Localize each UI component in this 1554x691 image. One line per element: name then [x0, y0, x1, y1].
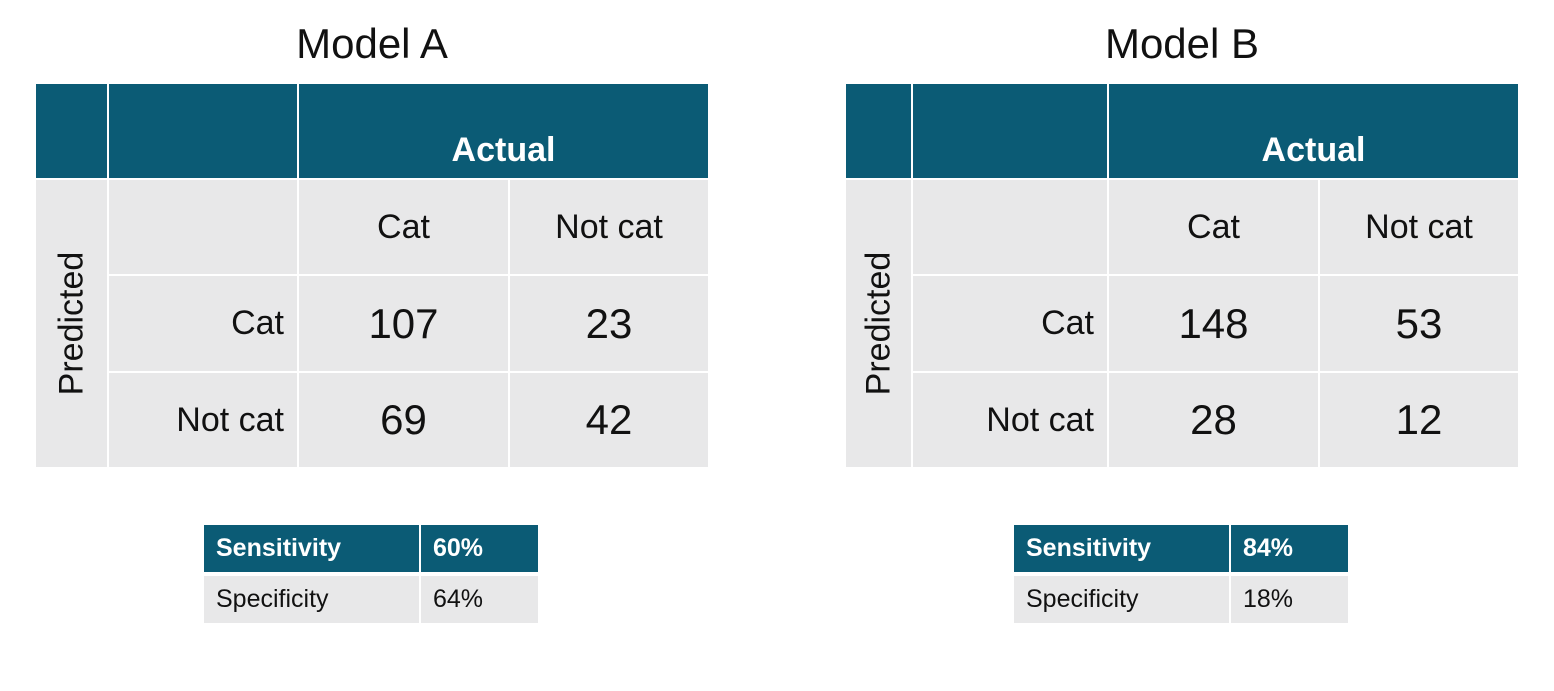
- column-label-cat: Cat: [1109, 180, 1318, 274]
- predicted-label: Predicted: [36, 180, 107, 467]
- model-a-metrics-table: Sensitivity 60% Specificity 64%: [204, 525, 538, 623]
- cell-value: 42: [510, 373, 708, 467]
- metric-value: 84%: [1231, 525, 1348, 572]
- cell-value: 69: [299, 373, 508, 467]
- cell-value: 53: [1320, 276, 1518, 371]
- metric-value: 60%: [421, 525, 538, 572]
- blank-cell: [913, 180, 1107, 274]
- column-label-cat: Cat: [299, 180, 508, 274]
- header-corner: [846, 84, 911, 178]
- column-label-not-cat: Not cat: [510, 180, 708, 274]
- cell-value: 107: [299, 276, 508, 371]
- metric-value: 64%: [421, 576, 538, 623]
- row-label-cat: Cat: [109, 276, 297, 371]
- header-blank: [109, 84, 297, 178]
- model-b-title: Model B: [1104, 20, 1260, 67]
- cell-value: 28: [1109, 373, 1318, 467]
- metric-label: Sensitivity: [204, 525, 419, 572]
- cell-value: 12: [1320, 373, 1518, 467]
- actual-header: Actual: [299, 84, 708, 178]
- metric-label: Specificity: [204, 576, 419, 623]
- row-label-not-cat: Not cat: [913, 373, 1107, 467]
- metric-value: 18%: [1231, 576, 1348, 623]
- header-corner: [36, 84, 107, 178]
- column-label-not-cat: Not cat: [1320, 180, 1518, 274]
- row-label-not-cat: Not cat: [109, 373, 297, 467]
- row-label-cat: Cat: [913, 276, 1107, 371]
- metric-label: Sensitivity: [1014, 525, 1229, 572]
- model-a-confusion-matrix: Actual Predicted Cat Not cat Cat 107 23 …: [36, 84, 708, 467]
- cell-value: 23: [510, 276, 708, 371]
- model-b-metrics-table: Sensitivity 84% Specificity 18%: [1014, 525, 1348, 623]
- cell-value: 148: [1109, 276, 1318, 371]
- actual-header: Actual: [1109, 84, 1518, 178]
- header-blank: [913, 84, 1107, 178]
- model-b-confusion-matrix: Actual Predicted Cat Not cat Cat 148 53 …: [846, 84, 1518, 467]
- metric-label: Specificity: [1014, 576, 1229, 623]
- predicted-label: Predicted: [846, 180, 911, 467]
- model-a-title: Model A: [296, 20, 448, 67]
- blank-cell: [109, 180, 297, 274]
